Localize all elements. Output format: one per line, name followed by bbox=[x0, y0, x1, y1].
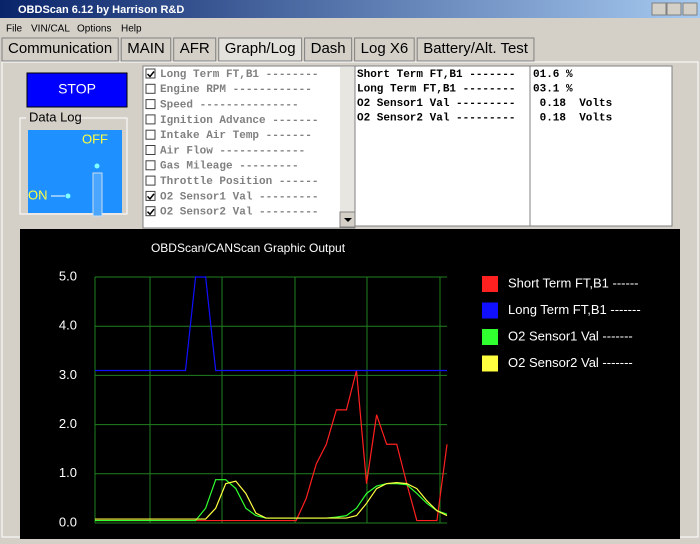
maximize-button[interactable] bbox=[666, 2, 682, 16]
checkbox[interactable] bbox=[145, 175, 156, 186]
legend-label: Short Term FT,B1 ------ bbox=[508, 275, 639, 290]
group-label-bg bbox=[26, 110, 72, 124]
readout-name: Long Term FT,B1 -------- bbox=[357, 84, 515, 96]
readout-value: 0.18 Volts bbox=[533, 113, 612, 125]
switch-slider[interactable] bbox=[92, 172, 103, 217]
series-line bbox=[95, 480, 448, 520]
legend-label: O2 Sensor1 Val ------- bbox=[508, 328, 633, 343]
menu-item[interactable]: File bbox=[6, 24, 23, 35]
plot: 0.0 1.0 2.0 3.0 4.0 5.0 Short Term FT,B1 -----… bbox=[59, 268, 641, 529]
readout-value: 01.6 % bbox=[533, 69, 573, 81]
tab[interactable] bbox=[416, 37, 535, 62]
y-tick-label: 4.0 bbox=[59, 318, 77, 333]
scroll-arrow bbox=[344, 218, 352, 222]
series-line bbox=[95, 276, 447, 372]
chart-area bbox=[20, 229, 680, 539]
readout-values bbox=[529, 65, 673, 227]
pid-label: Engine RPM ------------ bbox=[160, 84, 312, 96]
tab[interactable] bbox=[304, 37, 353, 62]
pid-label: Long Term FT,B1 -------- bbox=[160, 69, 318, 81]
readout-value: 03.1 % bbox=[533, 84, 573, 96]
pid-list bbox=[142, 65, 356, 229]
check-mark bbox=[146, 193, 155, 201]
pid-label: Ignition Advance ------- bbox=[160, 115, 318, 127]
scrollbar[interactable] bbox=[340, 67, 355, 227]
checkbox[interactable] bbox=[145, 160, 156, 171]
y-tick-label: 0.0 bbox=[59, 514, 77, 529]
tab[interactable] bbox=[354, 37, 415, 62]
title-bar bbox=[0, 0, 700, 18]
off-label: OFF bbox=[82, 131, 108, 146]
menu-item[interactable]: VIN/CAL bbox=[31, 24, 70, 35]
legend-label: O2 Sensor2 Val ------- bbox=[508, 355, 633, 370]
pid-label: O2 Sensor2 Val --------- bbox=[160, 207, 318, 219]
on-label: ON bbox=[28, 187, 48, 202]
y-tick-label: 5.0 bbox=[59, 268, 77, 283]
tab[interactable] bbox=[120, 37, 172, 62]
menu-item[interactable]: Options bbox=[77, 24, 111, 35]
tab[interactable] bbox=[218, 37, 303, 62]
readout-name: Short Term FT,B1 ------- bbox=[357, 69, 515, 81]
stop-label: STOP bbox=[58, 81, 96, 97]
tab-bar: Communication MAIN AFR Graph/Log Dash Log X6 B… bbox=[1, 37, 535, 62]
pid-label: Intake Air Temp ------- bbox=[160, 130, 312, 142]
readout-value: 0.18 Volts bbox=[533, 98, 612, 110]
checkbox[interactable] bbox=[145, 114, 156, 125]
y-tick-label: 1.0 bbox=[59, 465, 77, 480]
tab-label: Battery/Alt. Test bbox=[423, 40, 529, 57]
checkbox[interactable] bbox=[145, 206, 156, 217]
readout-name: O2 Sensor2 Val --------- bbox=[357, 113, 515, 125]
legend-swatch bbox=[482, 355, 498, 372]
checkbox[interactable] bbox=[145, 129, 156, 140]
check-mark bbox=[146, 71, 155, 78]
data-log-switch[interactable] bbox=[28, 130, 122, 213]
stop-button[interactable] bbox=[26, 72, 128, 108]
tab-label: MAIN bbox=[127, 40, 165, 57]
legend-swatch bbox=[482, 329, 498, 345]
pid-label: Air Flow ------------- bbox=[160, 145, 305, 157]
menu-bar: File VIN/CAL Options Help bbox=[6, 24, 142, 35]
pid-label: Speed --------------- bbox=[160, 100, 299, 112]
pid-items: Long Term FT,B1 -------- Engine RPM -----… bbox=[145, 68, 318, 219]
data-log-group bbox=[19, 117, 128, 215]
window-buttons bbox=[651, 2, 698, 16]
legend-swatch bbox=[482, 302, 498, 319]
checkbox[interactable] bbox=[145, 145, 156, 155]
readouts: Short Term FT,B1 ------- 01.6 % Long Term … bbox=[357, 69, 612, 125]
y-tick-label: 2.0 bbox=[59, 416, 77, 431]
pid-label: Gas Mileage --------- bbox=[160, 161, 299, 173]
check-mark bbox=[146, 208, 155, 216]
switch-dot bbox=[65, 193, 71, 199]
checkbox[interactable] bbox=[145, 99, 156, 110]
chart-title: OBDScan/CANScan Graphic Output bbox=[151, 241, 346, 255]
readout-names bbox=[354, 65, 531, 227]
tab[interactable] bbox=[1, 37, 119, 62]
legend-label: Long Term FT,B1 ------- bbox=[508, 302, 641, 317]
y-tick-label: 3.0 bbox=[59, 367, 77, 382]
data-log-label: Data Log bbox=[29, 109, 82, 124]
legend-swatch bbox=[482, 276, 498, 292]
tab-label: AFR bbox=[180, 40, 210, 57]
readout-name: O2 Sensor1 Val --------- bbox=[357, 98, 515, 110]
menu-item[interactable]: Help bbox=[121, 24, 142, 35]
window-title: OBDScan 6.12 by Harrison R&D bbox=[18, 4, 184, 16]
pid-label: Throttle Position ------ bbox=[160, 176, 318, 188]
tab-label: Communication bbox=[8, 40, 112, 57]
close-button[interactable] bbox=[682, 2, 698, 16]
checkbox[interactable] bbox=[145, 68, 156, 79]
pid-label: O2 Sensor1 Val --------- bbox=[160, 191, 318, 203]
tab-label: Dash bbox=[311, 40, 346, 57]
tab-label: Graph/Log bbox=[225, 40, 296, 57]
switch-dot bbox=[94, 163, 100, 169]
checkbox[interactable] bbox=[145, 83, 156, 94]
tab[interactable] bbox=[173, 37, 217, 62]
checkbox[interactable] bbox=[145, 190, 156, 201]
minimize-button[interactable] bbox=[651, 2, 667, 16]
tab-label: Log X6 bbox=[361, 40, 409, 57]
